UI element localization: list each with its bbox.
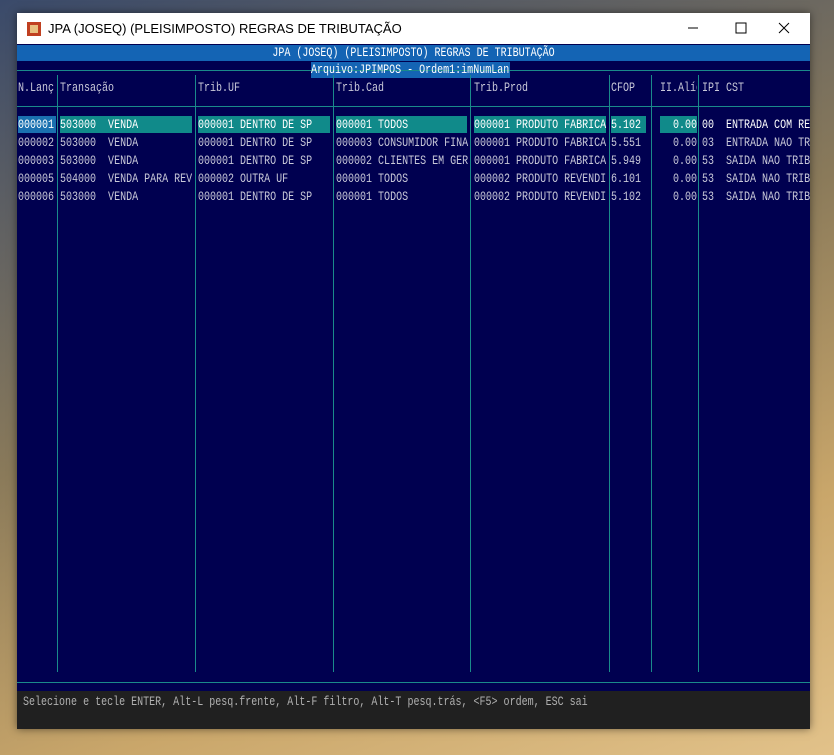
table-cell[interactable]: 000003 CONSUMIDOR FINA xyxy=(336,135,469,150)
table-cell[interactable]: 000003 xyxy=(18,153,55,168)
table-cell[interactable]: 000001 DENTRO DE SP xyxy=(198,153,313,168)
table-cell[interactable]: 6.101 xyxy=(611,171,642,186)
table-cell[interactable]: ENTRADA COM REC xyxy=(726,117,810,132)
title-bar: JPA (JOSEQ) (PLEISIMPOSTO) REGRAS DE TRI… xyxy=(17,13,810,44)
table-cell[interactable]: 504000 VENDA PARA REV xyxy=(60,171,193,186)
column-header: CST xyxy=(726,80,745,95)
console-window: JPA (JOSEQ) (PLEISIMPOSTO) REGRAS DE TRI… xyxy=(17,13,810,729)
app-icon xyxy=(27,22,41,36)
column-header: CFOP xyxy=(611,80,636,95)
divider xyxy=(17,106,810,107)
divider xyxy=(17,70,810,71)
table-cell[interactable]: 503000 VENDA xyxy=(60,135,139,150)
column-separator xyxy=(470,75,471,672)
column-separator xyxy=(651,75,652,672)
table-cell[interactable]: SAIDA NAO TRIBU xyxy=(726,171,810,186)
column-separator xyxy=(609,75,610,672)
selected-row-highlight xyxy=(60,116,192,133)
column-header: N.Lanç xyxy=(18,80,55,95)
column-header: Trib.UF xyxy=(198,80,241,95)
table-cell[interactable]: 5.102 xyxy=(611,117,642,132)
table-cell[interactable]: 5.949 xyxy=(611,153,642,168)
column-separator xyxy=(195,75,196,672)
selected-row-highlight xyxy=(198,116,330,133)
column-header: Transação xyxy=(60,80,115,95)
table-cell[interactable]: 000002 xyxy=(18,135,55,150)
header-title: JPA (JOSEQ) (PLEISIMPOSTO) REGRAS DE TRI… xyxy=(272,45,555,60)
table-cell[interactable]: 0.00 xyxy=(672,117,697,132)
divider xyxy=(17,682,810,683)
table-cell[interactable]: 0.00 xyxy=(672,171,697,186)
table-cell[interactable]: 000001 DENTRO DE SP xyxy=(198,117,313,132)
table-cell[interactable]: 000001 TODOS xyxy=(336,189,409,204)
table-cell[interactable]: 000001 DENTRO DE SP xyxy=(198,189,313,204)
status-text: Selecione e tecle ENTER, Alt-L pesq.fren… xyxy=(23,694,588,709)
column-separator xyxy=(57,75,58,672)
selected-row-highlight xyxy=(18,116,56,133)
table-cell[interactable]: 000002 PRODUTO REVENDI xyxy=(474,171,607,186)
column-header: Trib.Prod xyxy=(474,80,529,95)
column-header: II.Alíq xyxy=(660,80,697,95)
column-header: IPI xyxy=(702,80,721,95)
table-cell[interactable]: 000005 xyxy=(18,171,55,186)
table-cell[interactable]: 53 xyxy=(702,171,715,186)
table-cell[interactable]: 0.00 xyxy=(672,153,697,168)
close-button[interactable] xyxy=(778,22,790,34)
table-cell[interactable]: 000006 xyxy=(18,189,55,204)
table-cell[interactable]: 0.00 xyxy=(672,189,697,204)
window-controls xyxy=(688,22,790,34)
table-cell[interactable]: 000002 PRODUTO REVENDI xyxy=(474,189,607,204)
table-cell[interactable]: ENTRADA NAO TRI xyxy=(726,135,810,150)
selected-row-highlight xyxy=(660,116,697,133)
column-separator xyxy=(698,75,699,672)
table-cell[interactable]: 000001 PRODUTO FABRICA xyxy=(474,117,607,132)
window-title: JPA (JOSEQ) (PLEISIMPOSTO) REGRAS DE TRI… xyxy=(48,21,402,36)
table-cell[interactable]: 000001 xyxy=(18,117,55,132)
table-cell[interactable]: 5.102 xyxy=(611,189,642,204)
table-cell[interactable]: 000001 TODOS xyxy=(336,171,409,186)
table-cell[interactable]: 000001 PRODUTO FABRICA xyxy=(474,153,607,168)
table-cell[interactable]: 000001 PRODUTO FABRICA xyxy=(474,135,607,150)
table-cell[interactable]: 000001 DENTRO DE SP xyxy=(198,135,313,150)
table-cell[interactable]: 503000 VENDA xyxy=(60,153,139,168)
selected-row-highlight xyxy=(474,116,606,133)
selected-row-highlight xyxy=(611,116,646,133)
selected-row-highlight xyxy=(336,116,467,133)
table-cell[interactable]: 000002 CLIENTES EM GER xyxy=(336,153,469,168)
header-bar xyxy=(17,45,810,61)
table-cell[interactable]: 000001 TODOS xyxy=(336,117,409,132)
table-cell[interactable]: 5.551 xyxy=(611,135,642,150)
table-cell[interactable]: SAIDA NAO TRIBU xyxy=(726,189,810,204)
table-cell[interactable]: 503000 VENDA xyxy=(60,189,139,204)
status-bar xyxy=(17,691,810,729)
table-cell[interactable]: 03 xyxy=(702,135,715,150)
table-cell[interactable]: 53 xyxy=(702,153,715,168)
header-subtitle: Arquivo:JPIMPOS - Ordem1:imNumLan xyxy=(311,62,510,77)
maximize-button[interactable] xyxy=(735,22,747,34)
column-separator xyxy=(333,75,334,672)
table-cell[interactable]: SAIDA NAO TRIBU xyxy=(726,153,810,168)
table-cell[interactable]: 00 xyxy=(702,117,715,132)
table-cell[interactable]: 0.00 xyxy=(672,135,697,150)
table-cell[interactable]: 000002 OUTRA UF xyxy=(198,171,289,186)
column-header: Trib.Cad xyxy=(336,80,385,95)
table-cell[interactable]: 53 xyxy=(702,189,715,204)
table-cell[interactable]: 503000 VENDA xyxy=(60,117,139,132)
